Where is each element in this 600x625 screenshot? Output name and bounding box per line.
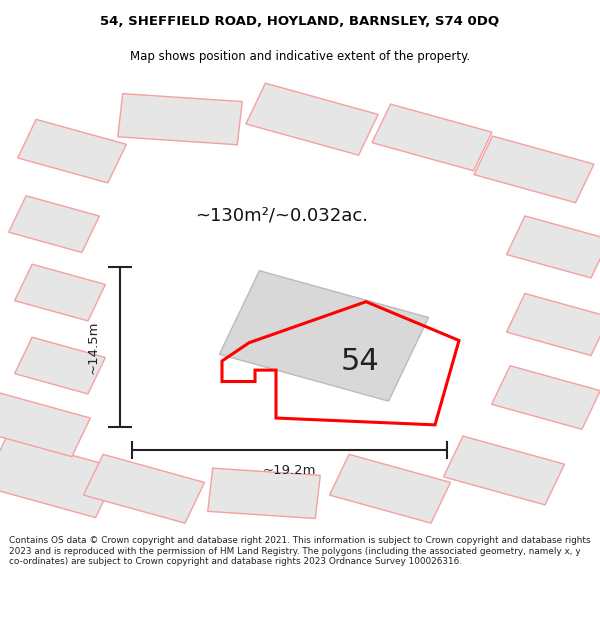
- Polygon shape: [246, 83, 378, 155]
- Polygon shape: [506, 216, 600, 278]
- Polygon shape: [329, 454, 451, 523]
- Polygon shape: [220, 271, 428, 401]
- Polygon shape: [0, 437, 119, 518]
- Polygon shape: [208, 468, 320, 519]
- Polygon shape: [118, 94, 242, 145]
- Polygon shape: [8, 196, 100, 252]
- Polygon shape: [0, 393, 91, 457]
- Polygon shape: [474, 136, 594, 202]
- Polygon shape: [17, 119, 127, 183]
- Text: ~130m²/~0.032ac.: ~130m²/~0.032ac.: [196, 206, 368, 224]
- Polygon shape: [83, 454, 205, 523]
- Polygon shape: [491, 366, 600, 429]
- Text: 54: 54: [341, 346, 379, 376]
- Polygon shape: [443, 436, 565, 505]
- Text: Contains OS data © Crown copyright and database right 2021. This information is : Contains OS data © Crown copyright and d…: [9, 536, 590, 566]
- Text: Map shows position and indicative extent of the property.: Map shows position and indicative extent…: [130, 50, 470, 62]
- Polygon shape: [372, 104, 492, 171]
- Text: ~14.5m: ~14.5m: [86, 321, 100, 374]
- Text: ~19.2m: ~19.2m: [263, 464, 316, 477]
- Polygon shape: [506, 294, 600, 356]
- Text: 54, SHEFFIELD ROAD, HOYLAND, BARNSLEY, S74 0DQ: 54, SHEFFIELD ROAD, HOYLAND, BARNSLEY, S…: [100, 16, 500, 28]
- Polygon shape: [14, 264, 106, 321]
- Polygon shape: [14, 338, 106, 394]
